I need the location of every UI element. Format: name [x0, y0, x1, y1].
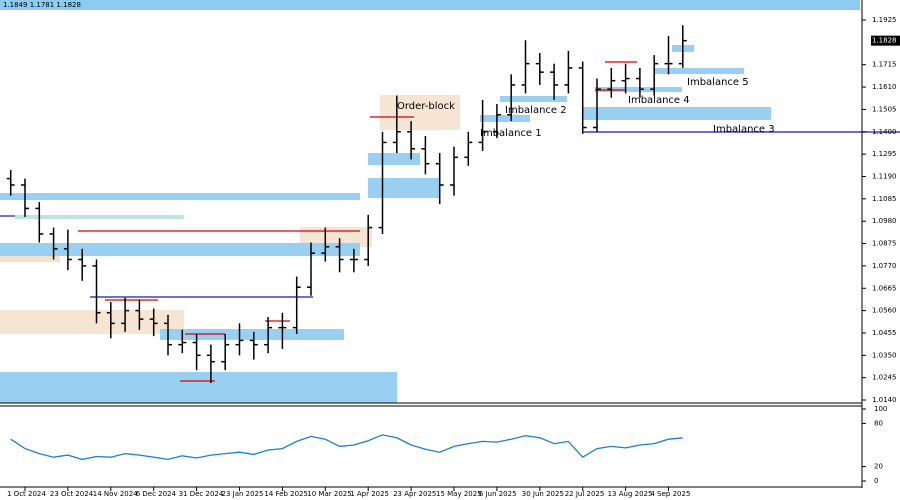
zones	[0, 45, 771, 403]
annotation: Order-block	[397, 101, 455, 112]
y-tick-label: 1.1085	[872, 195, 897, 203]
x-tick-label: 14 Feb 2025	[264, 490, 308, 498]
zone	[582, 107, 771, 120]
y-tick-label: 1.0875	[872, 240, 897, 248]
zone	[0, 372, 397, 403]
zone	[480, 115, 530, 122]
zone	[0, 310, 184, 334]
y-tick-label: 1.0350	[872, 351, 897, 359]
y-tick-label: 1.0245	[872, 374, 897, 382]
zone	[0, 243, 360, 256]
y-tick-label: 1.0455	[872, 329, 897, 337]
y-tick-label: 1.1295	[872, 150, 897, 158]
zone	[160, 329, 344, 340]
x-tick-label: 6 Dec 2024	[136, 490, 177, 498]
x-tick-label: 22 Jul 2025	[565, 490, 605, 498]
y-tick-label: 1.1610	[872, 83, 897, 91]
y-tick-label: 100	[874, 405, 887, 413]
y-tick-label: 1.1505	[872, 105, 897, 113]
annotation: Imbalance 5	[687, 77, 749, 88]
x-tick-label: 31 Dec 2024	[179, 490, 224, 498]
x-tick-label: 6 Jun 2025	[479, 490, 517, 498]
x-tick-label: 14 Nov 2024	[93, 490, 138, 498]
zone	[500, 96, 567, 102]
y-tick-label: 1.1925	[872, 16, 897, 24]
zone	[595, 87, 682, 92]
x-tick-label: 15 May 2025	[436, 490, 482, 498]
annotation: Imbalance 2	[505, 105, 567, 116]
y-tick-label: 1.0665	[872, 284, 897, 292]
zone	[368, 178, 440, 198]
annotation: Imbalance 3	[713, 124, 775, 135]
zone	[368, 153, 420, 165]
y-tick-label: 1.0980	[872, 217, 897, 225]
order-block	[380, 95, 460, 130]
x-tick-label: 13 Aug 2025	[608, 490, 653, 498]
lines	[0, 61, 900, 382]
x-tick-label: 30 Jun 2025	[522, 490, 564, 498]
last-price-box	[871, 35, 900, 46]
zone	[300, 227, 372, 247]
y-tick-label: 0	[874, 477, 878, 485]
annotation: Imbalance 1	[480, 128, 542, 139]
y-tick-label: 1.0560	[872, 307, 897, 315]
x-tick-label: 23 Oct 2024	[50, 490, 94, 498]
y-tick-label: 1.1400	[872, 128, 897, 136]
x-tick-label: 23 Jan 2025	[222, 490, 264, 498]
y-tick-label: 20	[874, 463, 883, 471]
rsi-line	[10, 434, 683, 461]
y-tick-label: 1.0140	[872, 396, 897, 404]
x-tick-label: 1 Oct 2024	[7, 490, 46, 498]
annotation: Imbalance 4	[628, 95, 690, 106]
x-tick-label: 10 Mar 2025	[307, 490, 351, 498]
info-bar	[0, 0, 860, 10]
info-text: 1.1849 1.1781 1.1828	[3, 1, 81, 9]
zone	[15, 215, 184, 219]
last-price-label: 1.1828	[872, 37, 897, 45]
x-tick-label: 23 Apr 2025	[393, 490, 436, 498]
y-tick-label: 1.1715	[872, 61, 897, 69]
y-tick-label: 80	[874, 419, 883, 427]
x-tick-label: 1 Apr 2025	[350, 490, 389, 498]
zone	[0, 193, 360, 200]
y-tick-label: 1.1190	[872, 172, 897, 180]
y-tick-label: 1.0770	[872, 262, 897, 270]
x-tick-label: 4 Sep 2025	[651, 490, 691, 498]
zone	[655, 68, 744, 74]
zone	[0, 256, 60, 262]
